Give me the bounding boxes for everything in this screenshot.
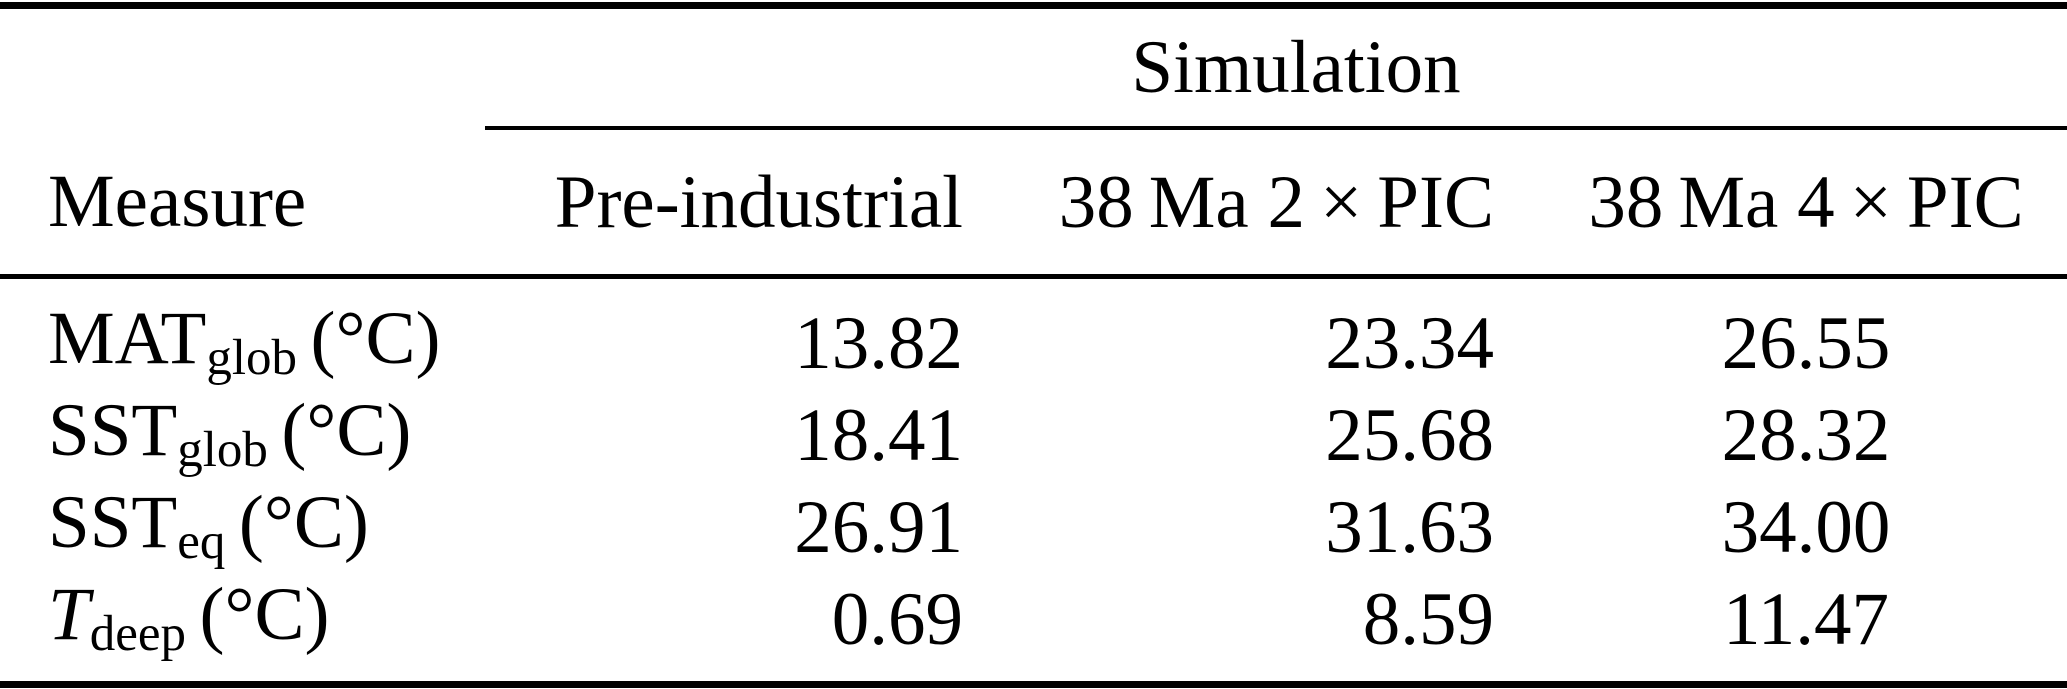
value-cell: 18.41: [794, 393, 963, 477]
value-cell: 11.47: [1723, 577, 1889, 661]
measure-subscript: eq: [177, 514, 226, 571]
measure-label-t-deep: Tdeep (°C): [0, 573, 485, 685]
spanner-row: Simulation: [0, 5, 2067, 130]
table-row: Tdeep (°C) 0.69 8.59 11.47: [0, 573, 2067, 685]
measure-base: SST: [48, 389, 178, 473]
measure-base: SST: [48, 481, 178, 565]
column-header-38ma-2xpic: 38 Ma 2 × PIC: [970, 128, 1500, 279]
table-row: MATglob (°C) 13.82 23.34 26.55: [0, 277, 2067, 390]
measure-subscript: glob: [177, 422, 268, 479]
spanner-cell: Simulation: [485, 5, 2067, 130]
value-cell: 28.32: [1721, 393, 1891, 477]
measure-unit: (°C): [310, 297, 441, 381]
measure-unit: (°C): [199, 573, 330, 657]
column-header-38ma-4xpic: 38 Ma 4 × PIC: [1500, 128, 2067, 279]
column-header-preindustrial: Pre-industrial: [485, 128, 970, 279]
measure-label-mat-glob: MATglob (°C): [0, 277, 485, 390]
value-cell: 23.34: [1325, 301, 1494, 385]
measure-label-sst-glob: SSTglob (°C): [0, 389, 485, 481]
value-cell: 31.63: [1325, 485, 1494, 569]
table-row: SSTglob (°C) 18.41 25.68 28.32: [0, 389, 2067, 481]
measure-base: T: [48, 573, 90, 657]
spanner-label: Simulation: [1131, 26, 1461, 109]
value-cell: 25.68: [1325, 393, 1494, 477]
measure-subscript: deep: [89, 606, 186, 663]
value-cell: 0.69: [831, 577, 963, 661]
measure-base: MAT: [48, 297, 207, 381]
table-row: SSTeq (°C) 26.91 31.63 34.00: [0, 481, 2067, 573]
value-cell: 13.82: [794, 301, 963, 385]
measure-subscript: glob: [206, 330, 298, 387]
value-cell: 34.00: [1721, 485, 1891, 569]
column-header-row: Measure Pre-industrial 38 Ma 2 × PIC 38 …: [0, 128, 2067, 279]
spanner-empty-cell: [0, 6, 485, 129]
measure-unit: (°C): [238, 481, 369, 565]
column-header-measure: Measure: [0, 128, 485, 279]
measure-label-sst-eq: SSTeq (°C): [0, 481, 485, 573]
value-cell: 8.59: [1362, 577, 1494, 661]
value-cell: 26.55: [1721, 301, 1891, 385]
value-cell: 26.91: [794, 485, 963, 569]
measure-unit: (°C): [281, 389, 412, 473]
